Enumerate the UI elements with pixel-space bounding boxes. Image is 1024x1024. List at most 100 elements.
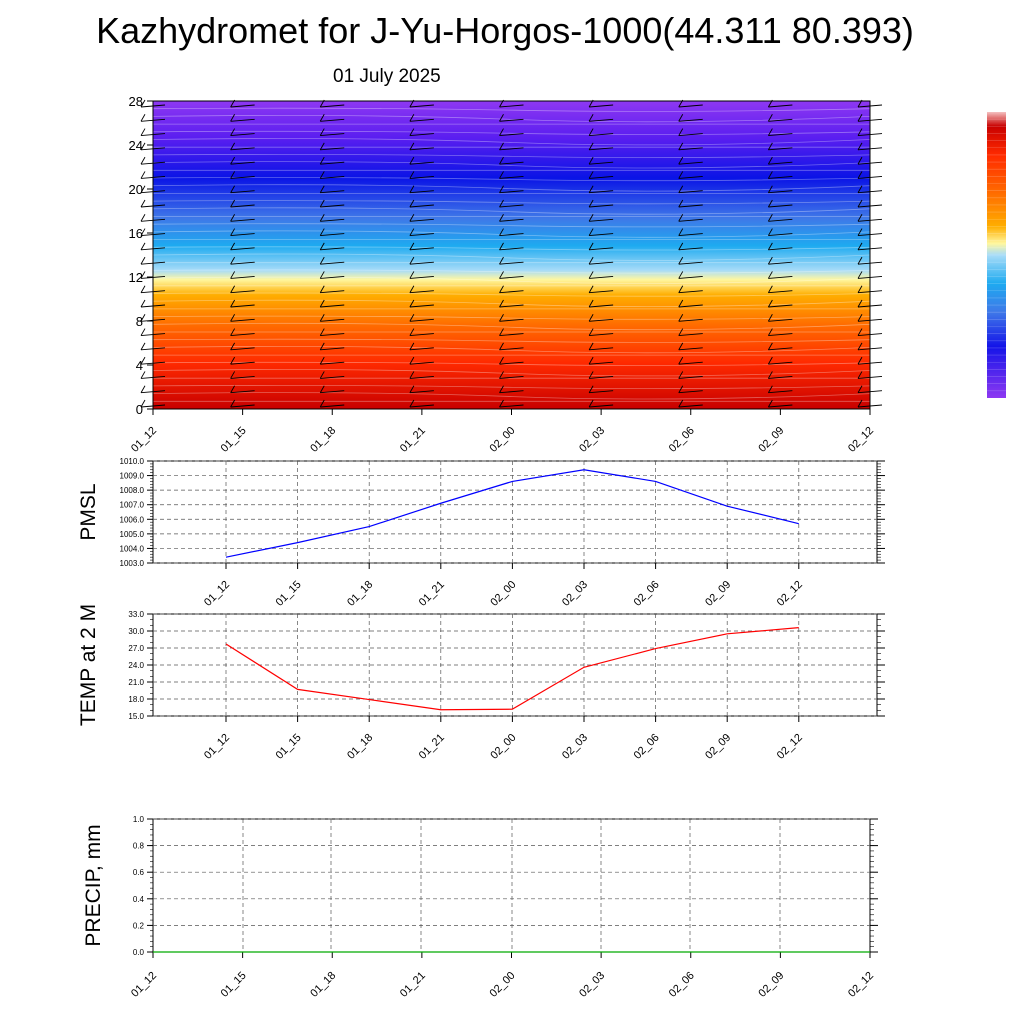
- y-tick-label: 0.4: [133, 895, 145, 904]
- wind-barb-flag: [140, 171, 146, 179]
- wind-barb-flag: [857, 171, 863, 179]
- wind-barb: [230, 247, 255, 251]
- wind-barb-flag: [767, 128, 773, 136]
- wind-barb: [409, 333, 434, 337]
- wind-barb-flag: [230, 199, 236, 208]
- wind-barb-flag: [588, 385, 594, 393]
- wind-barb-flag: [230, 385, 236, 393]
- wind-barb-flag: [409, 128, 415, 136]
- wind-barb: [589, 118, 614, 122]
- wind-barb-flag: [678, 185, 684, 193]
- wind-barb: [589, 261, 614, 265]
- x-tick-label: 01_18: [345, 579, 375, 609]
- x-tick-label: 01_15: [219, 970, 249, 1000]
- wind-barb-flag: [319, 199, 325, 208]
- wind-barb-flag: [140, 299, 146, 308]
- wind-barb: [678, 204, 703, 208]
- wind-barb-flag: [857, 214, 863, 222]
- wind-barb-flag: [678, 171, 684, 179]
- wind-barb: [589, 175, 614, 179]
- wind-barb: [409, 261, 434, 265]
- wind-barb-flag: [499, 399, 504, 408]
- wind-barb: [768, 190, 793, 194]
- wind-barb-flag: [588, 142, 594, 151]
- wind-barb-flag: [588, 114, 594, 122]
- wind-barb: [589, 147, 614, 151]
- wind-barb: [499, 404, 524, 408]
- y-tick-label: 0.2: [133, 921, 145, 930]
- wind-barb-flag: [678, 242, 684, 251]
- isoline: [152, 200, 871, 205]
- wind-barb: [320, 118, 345, 122]
- wind-barb-flag: [857, 271, 863, 279]
- y-tick-label: 1003.0: [120, 559, 145, 568]
- x-tick-label: 01_18: [345, 732, 375, 762]
- wind-barb: [499, 161, 524, 165]
- wind-barb: [768, 375, 793, 379]
- wind-barb-flag: [230, 299, 236, 308]
- wind-barb-flag: [230, 342, 236, 351]
- y-tick-label: 1006.0: [120, 515, 145, 524]
- wind-barb: [320, 275, 345, 279]
- wind-barb-flag: [319, 342, 325, 351]
- wind-barb: [409, 190, 434, 194]
- isoline: [152, 223, 871, 228]
- isoline: [152, 315, 871, 320]
- wind-barb-flag: [857, 128, 863, 136]
- wind-barb-flag: [499, 342, 504, 351]
- wind-barb-flag: [319, 285, 325, 293]
- wind-barb: [589, 233, 614, 237]
- wind-barb: [320, 233, 345, 237]
- x-tick-label: 02_03: [577, 425, 607, 455]
- isoline: [152, 184, 871, 192]
- wind-barb: [589, 347, 614, 351]
- isoline: [152, 338, 871, 343]
- wind-barb-flag: [319, 185, 325, 193]
- isoline: [152, 107, 871, 112]
- x-tick-label: 01_12: [129, 425, 159, 455]
- wind-barb: [499, 304, 524, 308]
- wind-barb-flag: [409, 271, 415, 279]
- wind-barb: [409, 218, 434, 222]
- wind-barb-flag: [409, 171, 415, 179]
- wind-barb-flag: [230, 114, 236, 122]
- x-tick-label: 01_18: [308, 970, 338, 1000]
- y-tick-label: 20: [129, 182, 143, 197]
- isoline: [152, 276, 871, 284]
- wind-barb-flag: [857, 314, 863, 322]
- wind-barb: [768, 361, 793, 365]
- wind-barb: [768, 247, 793, 251]
- wind-barb: [589, 190, 614, 194]
- y-tick-label: 1008.0: [120, 486, 145, 495]
- wind-barb: [499, 204, 524, 208]
- wind-barb-flag: [409, 285, 415, 293]
- wind-barb-flag: [230, 399, 236, 408]
- wind-barb: [678, 118, 703, 122]
- wind-barb: [409, 347, 434, 351]
- y-tick-label: 1.0: [133, 815, 145, 824]
- wind-barb: [589, 361, 614, 365]
- wind-barb: [678, 361, 703, 365]
- wind-barb-flag: [857, 114, 863, 122]
- wind-barb: [499, 218, 524, 222]
- wind-barb: [409, 375, 434, 379]
- wind-barb-flag: [499, 228, 504, 236]
- wind-barb-flag: [678, 371, 684, 379]
- wind-barb: [768, 218, 793, 222]
- isoline: [152, 385, 871, 389]
- wind-barb-flag: [230, 171, 236, 179]
- wind-barb-flag: [767, 385, 773, 393]
- wind-barb: [230, 404, 255, 408]
- wind-barb: [589, 275, 614, 279]
- wind-barb: [768, 133, 793, 137]
- wind-barb-flag: [678, 385, 684, 393]
- wind-barb-flag: [857, 342, 863, 351]
- wind-barb-flag: [499, 256, 504, 265]
- wind-barb-flag: [409, 228, 415, 236]
- wind-barb: [768, 275, 793, 279]
- isoline: [152, 361, 871, 366]
- wind-barb-flag: [499, 156, 504, 165]
- wind-barb-flag: [499, 128, 504, 136]
- isoline: [152, 177, 871, 182]
- wind-barb: [589, 218, 614, 222]
